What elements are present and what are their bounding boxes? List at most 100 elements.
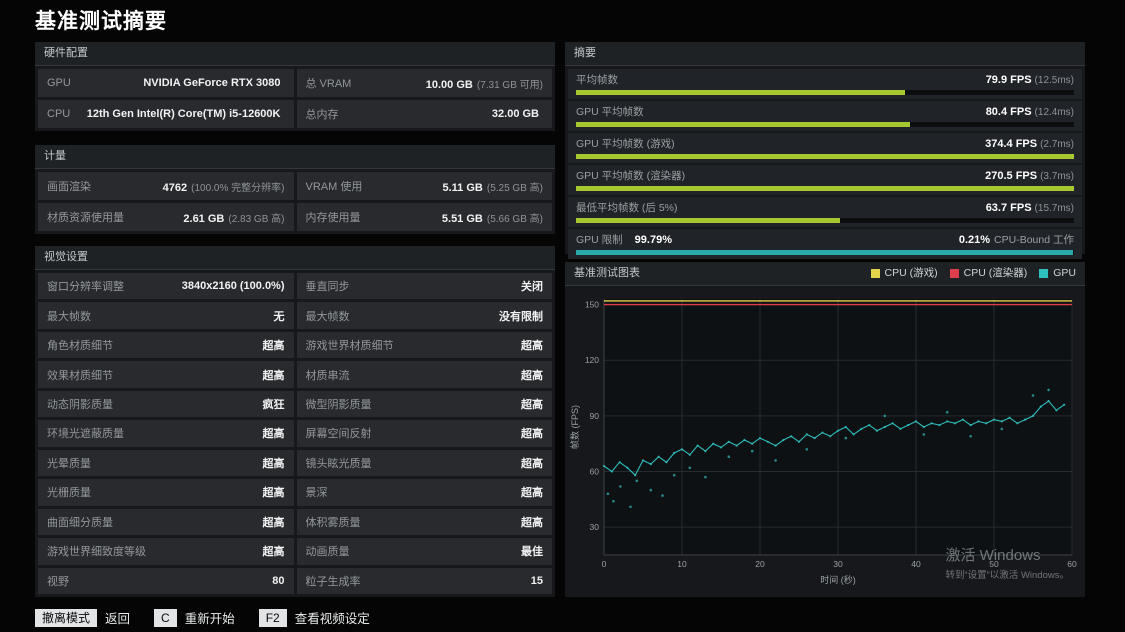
- scatter-dot: [672, 473, 676, 477]
- setting-value: 超高: [262, 457, 285, 470]
- series-dot: [836, 429, 840, 432]
- summary-row-gpu-avg-fps-game: GPU 平均帧数 (游戏) 374.4 FPS (2.7ms): [568, 133, 1082, 163]
- setting-value: 超高: [521, 428, 543, 441]
- row-label: 总内存: [305, 109, 339, 121]
- summary-bar-track: [576, 218, 1074, 223]
- setting-row: 体积雾质量 超高: [296, 508, 552, 536]
- summary-label: 最低平均帧数 (后 5%): [576, 202, 678, 214]
- summary-bar-fill: [576, 122, 910, 127]
- series-dot: [758, 437, 762, 440]
- series-dot: [813, 437, 816, 440]
- series-dot: [907, 424, 910, 427]
- setting-row: 微型阴影质量 超高: [296, 390, 552, 418]
- scatter-dot: [649, 488, 653, 492]
- row-value: 5.11 GB (5.25 GB 高): [442, 181, 544, 194]
- summary-value: 374.4 FPS (2.7ms): [985, 137, 1074, 150]
- hotkey-cap-video[interactable]: F2: [258, 608, 287, 627]
- scatter-dot: [688, 466, 692, 470]
- row-label: 总 VRAM: [305, 78, 352, 90]
- summary-bar-fill: [576, 218, 840, 223]
- scatter-dot: [629, 505, 632, 509]
- series-dot: [797, 440, 801, 443]
- scatter-dot: [661, 494, 664, 497]
- row-label: 材质资源使用量: [47, 212, 124, 224]
- metrics-row: VRAM 使用 5.11 GB (5.25 GB 高): [296, 172, 552, 200]
- setting-row: 材质串流 超高: [296, 361, 552, 388]
- setting-value: 超高: [521, 369, 543, 382]
- series-dot: [1016, 422, 1019, 425]
- setting-value: 没有限制: [499, 310, 543, 323]
- setting-label: 光栅质量: [47, 487, 91, 500]
- setting-label: 效果材质细节: [47, 369, 113, 382]
- hotkey-restart[interactable]: C 重新开始: [154, 608, 235, 627]
- scatter-dot: [1047, 388, 1050, 392]
- row-label: GPU: [47, 77, 71, 89]
- series-dot: [602, 464, 606, 468]
- hotkey-video-settings[interactable]: F2 查看视频设定: [258, 608, 370, 627]
- series-dot: [938, 424, 941, 427]
- series-dot: [704, 450, 707, 453]
- series-dot: [914, 420, 918, 423]
- row-value: 12th Gen Intel(R) Core(TM) i5-12600K: [86, 108, 281, 120]
- summary-row-gpu-avg-fps-renderer: GPU 平均帧数 (渲染器) 270.5 FPS (3.7ms): [568, 165, 1082, 195]
- series-dot: [790, 435, 793, 438]
- scatter-dot: [727, 455, 731, 458]
- setting-label: 材质串流: [305, 369, 350, 382]
- setting-value: 超高: [521, 516, 543, 529]
- setting-label: 曲面细分质量: [47, 516, 113, 529]
- summary-label: GPU 平均帧数 (渲染器): [576, 170, 686, 182]
- metrics-row: 内存使用量 5.51 GB (5.66 GB 高): [296, 203, 552, 231]
- scatter-dot: [612, 499, 615, 503]
- legend-item-gpu: GPU: [1039, 262, 1076, 285]
- setting-value: 80: [272, 574, 285, 587]
- series-dot: [1055, 409, 1058, 412]
- series-dot: [649, 463, 652, 466]
- series-dot: [860, 427, 863, 430]
- series-dot: [829, 435, 832, 438]
- setting-row: 光栅质量 超高: [38, 479, 294, 506]
- scatter-dot: [704, 475, 707, 479]
- setting-label: 视野: [47, 575, 69, 588]
- series-dot: [743, 438, 746, 442]
- scatter-dot: [1000, 427, 1004, 431]
- hotkey-label-restart: 重新开始: [184, 612, 235, 626]
- setting-value: 超高: [521, 399, 543, 412]
- gpu-bound-bar-fill: [576, 250, 1073, 255]
- hotkey-cap-back[interactable]: 撤离模式: [35, 608, 98, 627]
- series-dot: [946, 420, 949, 423]
- chart-panel-title: 基准测试图表: [574, 267, 640, 279]
- setting-row: 最大帧数 没有限制: [296, 302, 552, 329]
- series-dot: [766, 440, 769, 443]
- summary-panel: 摘要 平均帧数 79.9 FPS (12.5ms) GPU 平均帧数 80.4 FPS…: [565, 42, 1085, 259]
- summary-bar-track: [576, 122, 1074, 127]
- hotkey-cap-restart[interactable]: C: [154, 608, 177, 627]
- series-dot: [821, 431, 824, 434]
- setting-label: 最大帧数: [47, 310, 91, 323]
- series-dot: [868, 424, 871, 427]
- setting-value: 超高: [521, 487, 543, 500]
- x-tick-label: 10: [677, 559, 687, 569]
- series-dot: [1039, 405, 1042, 408]
- hotkey-back[interactable]: 撤离模式 返回: [35, 608, 130, 627]
- series-dot: [875, 429, 879, 432]
- setting-row: 视野 80: [38, 567, 294, 594]
- setting-row: 最大帧数 无: [38, 302, 294, 329]
- y-tick-label: 150: [585, 300, 599, 310]
- series-dot: [610, 470, 613, 473]
- setting-label: 镜头眩光质量: [305, 457, 372, 470]
- summary-row-gpu-avg-fps: GPU 平均帧数 80.4 FPS (12.4ms): [568, 101, 1082, 131]
- setting-label: 粒子生成率: [305, 575, 361, 588]
- series-dot: [961, 418, 964, 421]
- x-tick-label: 40: [911, 559, 921, 569]
- setting-label: 动画质量: [305, 546, 350, 559]
- series-dot: [969, 424, 972, 427]
- scatter-dot: [774, 459, 777, 462]
- y-tick-label: 30: [590, 522, 600, 532]
- setting-value: 超高: [262, 369, 285, 382]
- series-dot: [696, 444, 699, 447]
- gpu-bound-right: 0.21% CPU-Bound 工作: [959, 232, 1074, 247]
- benchmark-chart-panel: 基准测试图表 CPU (游戏) CPU (渲染器) GPU 0 10 20 30 40 5…: [565, 262, 1085, 597]
- summary-label: 平均帧数: [576, 74, 618, 86]
- series-dot: [774, 444, 777, 447]
